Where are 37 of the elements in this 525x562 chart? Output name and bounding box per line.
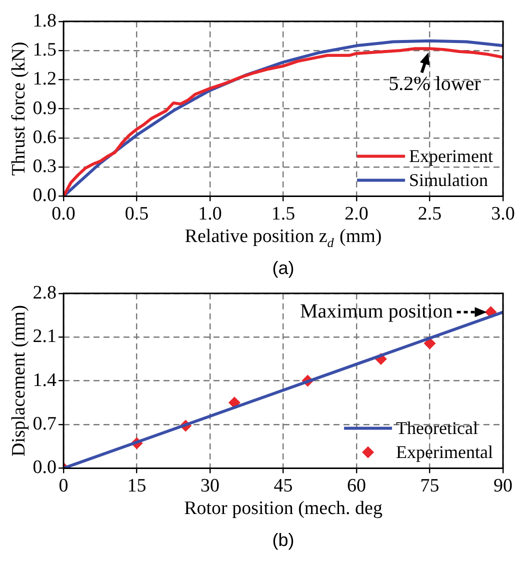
y-axis-title: Displacement (mm) [8,305,30,457]
x-tick-label: 90 [494,476,512,497]
x-tick-label: 30 [200,476,220,497]
x-tick-label: 0.5 [124,204,149,225]
text: (a) [272,258,294,278]
y-tick-label: 0.7 [32,413,57,434]
legend-label: Simulation [409,170,488,190]
y-tick-label: 2.8 [32,282,57,304]
y-tick-label: 1.5 [32,40,57,61]
y-tick-label: 1.8 [32,10,57,32]
x-tick-label: 3.0 [491,204,515,225]
y-tick-label: 1.4 [32,370,58,391]
y-tick-label: 0.0 [32,185,57,206]
x-axis-title: Rotor position (mech. deg [184,498,383,520]
y-tick-label: 1.2 [32,68,57,90]
text: (b) [272,530,294,550]
y-tick-label: 0.6 [32,126,57,148]
x-tick-label: 45 [274,476,293,497]
y-tick-label: 0.0 [32,457,57,478]
y-tick-label: 0.3 [32,156,57,178]
legend-label: Experimental [396,442,494,462]
x-tick-label: 2.0 [344,204,368,225]
x-tick-label: 0 [58,476,68,497]
y-tick-label: 0.9 [32,98,57,119]
x-tick-label: 1.0 [198,204,222,225]
x-tick-label: 15 [127,476,146,497]
legend-label: Theoretical [396,418,478,438]
y-tick-label: 2.1 [32,326,57,348]
x-tick-label: 60 [347,476,366,497]
x-tick-label: 75 [420,476,440,497]
annotation: Maximum position [300,300,453,322]
x-tick-label: 2.5 [418,204,442,225]
annotation: 5.2% lower [388,72,482,95]
x-tick-label: 0.0 [52,204,76,225]
legend-label: Experiment [409,146,494,166]
x-tick-label: 1.5 [271,204,296,225]
y-axis-title: Thrust force (kN) [8,42,30,176]
